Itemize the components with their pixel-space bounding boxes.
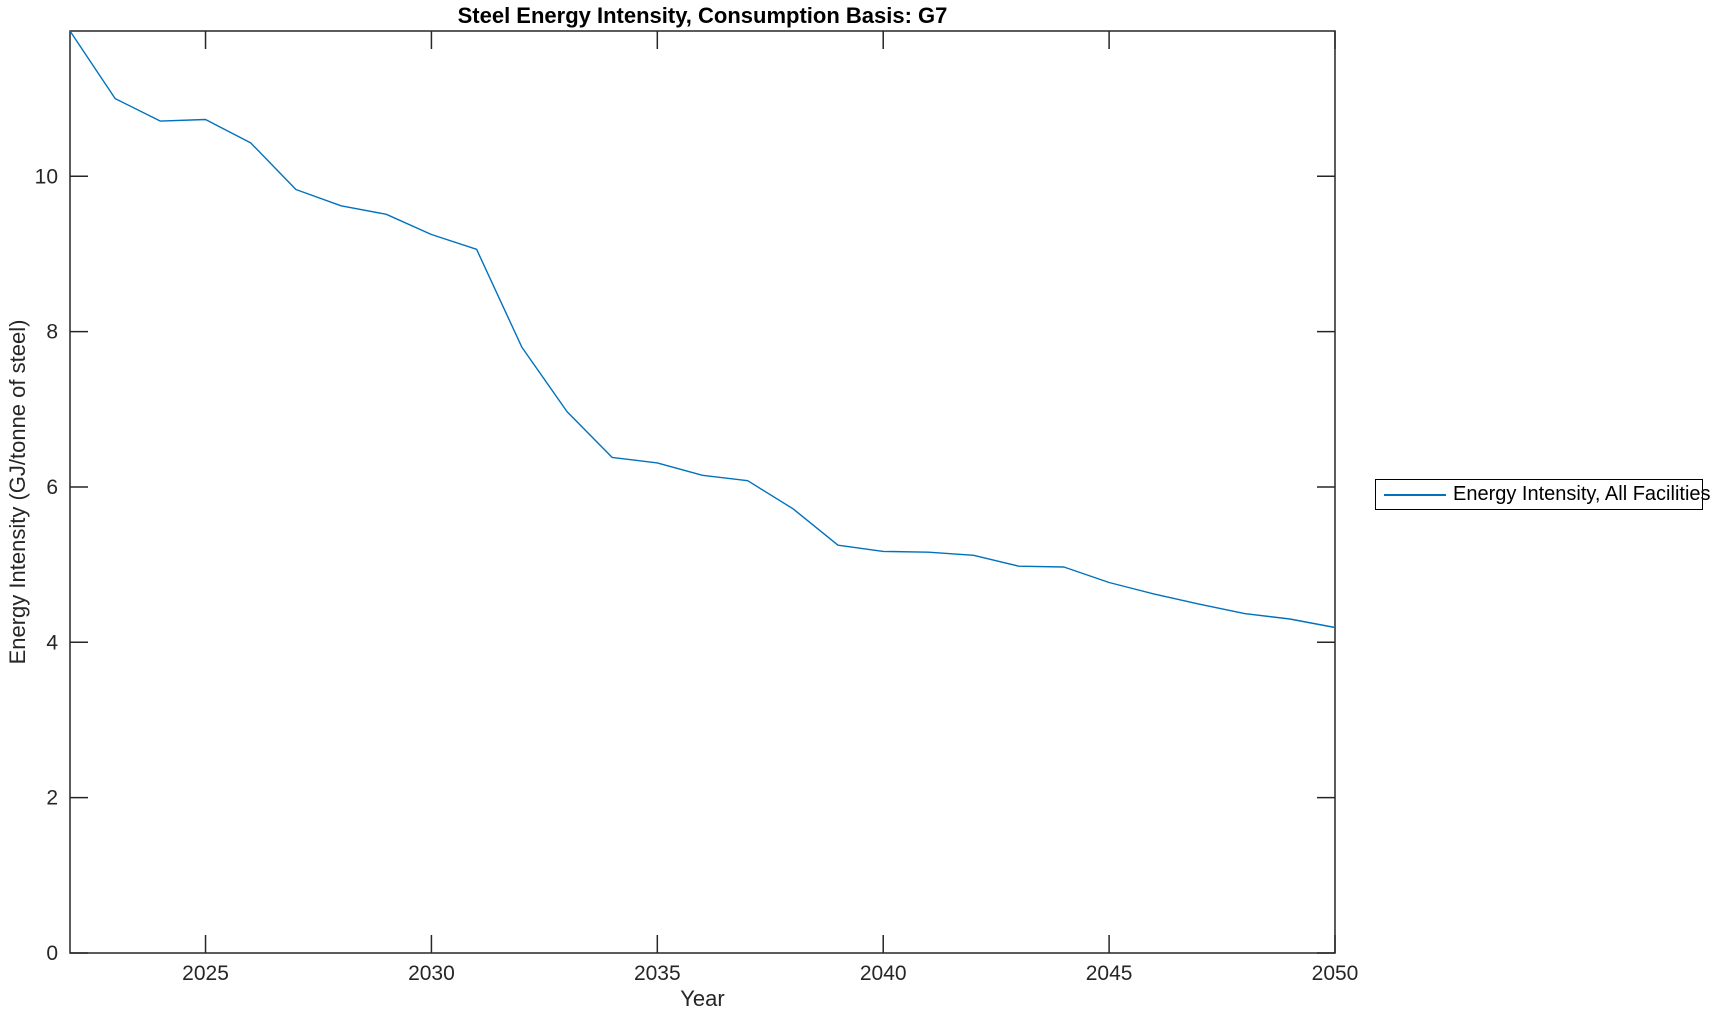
y-tick-label: 2: [46, 787, 58, 810]
x-tick-label: 2045: [1086, 962, 1133, 985]
legend: Energy Intensity, All Facilities: [1375, 479, 1711, 510]
x-tick-label: 2030: [408, 962, 455, 985]
legend-label: Energy Intensity, All Facilities: [1453, 483, 1711, 505]
y-tick-label: 0: [46, 942, 58, 965]
plot-box: [69, 30, 1336, 954]
energy-intensity-line: [69, 30, 1336, 629]
x-tick-label: 2040: [860, 962, 907, 985]
x-tick-label: 2035: [634, 962, 681, 985]
y-tick-label: 6: [46, 476, 58, 499]
legend-line-sample: [1384, 493, 1446, 496]
chart-title: Steel Energy Intensity, Consumption Basi…: [457, 3, 948, 28]
y-tick-label: 10: [35, 165, 58, 188]
y-axis-label: Energy Intensity (GJ/tonne of steel): [5, 319, 30, 665]
x-tick-label: 2050: [1312, 962, 1359, 985]
x-axis-label: Year: [680, 986, 725, 1011]
y-tick-label: 4: [46, 631, 58, 654]
x-tick-label: 2025: [182, 962, 229, 985]
y-tick-label: 8: [46, 321, 58, 344]
